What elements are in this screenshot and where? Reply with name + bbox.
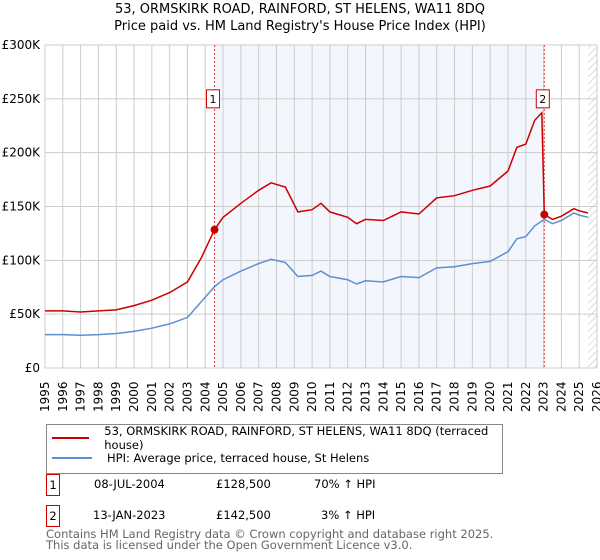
x-tick-label: 2024	[554, 381, 568, 412]
x-tick-label: 2003	[180, 381, 194, 412]
transaction-row: 1 08-JUL-2004 £128,500 70% ↑ HPI	[46, 474, 466, 496]
x-tick-label: 2017	[430, 381, 444, 412]
x-tick-label: 2010	[305, 381, 319, 412]
transaction-row: 2 13-JAN-2023 £142,500 3% ↑ HPI	[46, 505, 466, 527]
x-tick-label: 1995	[38, 381, 52, 412]
x-tick-label: 2002	[163, 381, 177, 412]
sale-label-box	[206, 89, 221, 109]
legend-property: 53, ORMSKIRK ROAD, RAINFORD, ST HELENS, …	[104, 424, 489, 452]
transaction-hpi: 70% ↑ HPI	[314, 477, 376, 491]
sale-label: 2	[539, 93, 546, 106]
price-chart: 1995 1996 1997 1998 1999 2000 2001 2002 2003 2004…	[2, 38, 600, 412]
x-tick-label: 1996	[56, 381, 70, 412]
x-tick-label: 2000	[127, 381, 141, 412]
sale-label: 1	[210, 93, 217, 106]
x-tick-label: 2007	[252, 381, 266, 412]
x-tick-label: 2012	[341, 381, 355, 412]
legend-hpi: HPI: Average price, terraced house, St H…	[107, 451, 370, 465]
x-tick-label: 1999	[109, 381, 123, 412]
y-tick-label: £150K	[2, 200, 42, 214]
footer: Contains HM Land Registry data © Crown c…	[46, 527, 494, 552]
y-tick-label: £0	[25, 361, 40, 375]
x-tick-label: 2015	[394, 381, 408, 412]
transaction-price: £142,500	[216, 508, 271, 522]
x-tick-label: 2026	[590, 381, 600, 412]
series-line	[45, 212, 589, 336]
x-tick-label: 2016	[412, 381, 426, 412]
transaction-price: £128,500	[216, 477, 271, 491]
chart-subtitle: Price paid vs. HM Land Registry's House …	[114, 19, 486, 34]
x-tick-label: 2021	[501, 381, 515, 412]
x-tick-label: 2022	[519, 381, 533, 412]
footer-line1: Contains HM Land Registry data © Crown c…	[46, 527, 494, 541]
x-tick-label: 1998	[91, 381, 105, 412]
x-tick-label: 2025	[572, 381, 586, 412]
x-tick-label: 2001	[145, 381, 159, 412]
chart-title: 53, ORMSKIRK ROAD, RAINFORD, ST HELENS, …	[114, 2, 485, 17]
footer-line2: This data is licensed under the Open Gov…	[46, 538, 413, 552]
marker-badge: 2	[46, 505, 60, 527]
x-tick-label: 2014	[376, 381, 390, 412]
sale-point	[540, 210, 549, 219]
transaction-date: 13-JAN-2023	[93, 508, 166, 522]
x-tick-label: 1997	[74, 381, 88, 412]
x-tick-label: 2008	[269, 381, 283, 412]
legend: 53, ORMSKIRK ROAD, RAINFORD, ST HELENS, …	[46, 424, 503, 474]
x-tick-label: 2013	[359, 381, 373, 412]
y-tick-label: £100K	[2, 253, 42, 267]
x-tick-label: 2011	[323, 381, 337, 412]
x-tick-label: 2005	[216, 381, 230, 412]
legend-blue-line	[52, 457, 92, 459]
x-tick-label: 2020	[483, 381, 497, 412]
y-tick-label: £50K	[9, 307, 41, 321]
x-tick-label: 2004	[198, 381, 212, 412]
y-tick-label: £250K	[2, 92, 42, 106]
x-tick-label: 2009	[287, 381, 301, 412]
transaction-date: 08-JUL-2004	[94, 477, 165, 491]
sale-point	[210, 225, 219, 234]
series-line	[45, 110, 589, 313]
x-tick-label: 2023	[537, 381, 551, 412]
x-tick-label: 2018	[448, 381, 462, 412]
legend-red-line	[52, 437, 90, 439]
y-tick-label: £300K	[2, 38, 42, 52]
marker-badge: 1	[46, 474, 60, 496]
y-tick-label: £200K	[2, 146, 42, 160]
transaction-hpi: 3% ↑ HPI	[321, 508, 376, 522]
x-tick-label: 2006	[234, 381, 248, 412]
sale-label-box	[535, 89, 550, 109]
x-tick-label: 2019	[465, 381, 479, 412]
